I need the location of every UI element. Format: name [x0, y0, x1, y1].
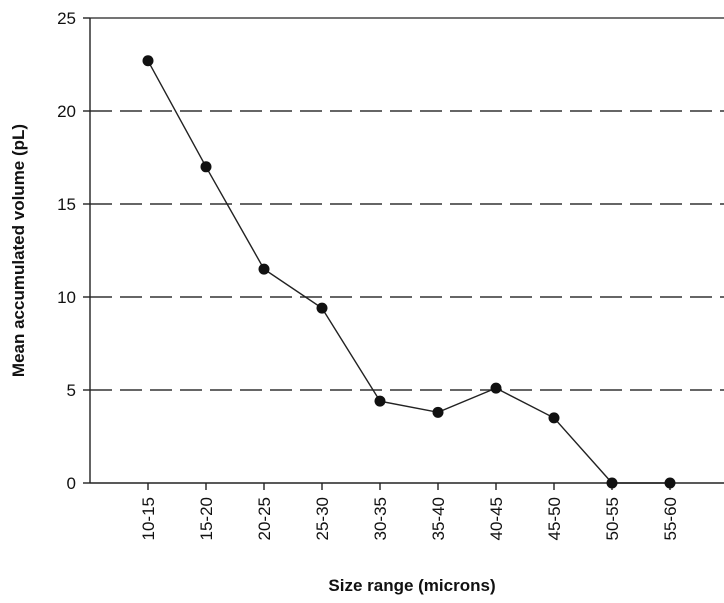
data-point-45-50 — [548, 412, 560, 424]
y-tick-label-5: 5 — [67, 381, 76, 400]
x-tick-label-15-20: 15-20 — [197, 497, 216, 540]
y-axis-title: Mean accumulated volume (pL) — [9, 124, 28, 377]
x-tick-label-50-55: 50-55 — [603, 497, 622, 540]
x-tick-label-20-25: 20-25 — [255, 497, 274, 540]
axes — [83, 17, 724, 490]
series-line-0 — [147, 60, 670, 484]
x-tick-label-35-40: 35-40 — [429, 497, 448, 540]
data-point-25-30 — [316, 302, 328, 314]
x-tick-labels: 10-15 15-20 20-25 25-30 30-35 35-40 40-45 45-50… — [139, 497, 680, 540]
y-tick-label-0: 0 — [67, 474, 76, 493]
grid-lines — [90, 110, 724, 391]
data-point-55-60 — [664, 477, 676, 489]
data-point-35-40 — [432, 406, 444, 418]
x-tick-label-10-15: 10-15 — [139, 497, 158, 540]
series — [142, 55, 676, 489]
data-point-50-55 — [606, 477, 618, 489]
x-tick-label-45-50: 45-50 — [545, 497, 564, 540]
data-point-20-25 — [258, 263, 270, 275]
y-tick-label-20: 20 — [57, 102, 76, 121]
y-tick-labels: 0 5 10 15 20 25 — [57, 9, 76, 493]
y-tick-label-25: 25 — [57, 9, 76, 28]
y-tick-label-15: 15 — [57, 195, 76, 214]
x-tick-label-55-60: 55-60 — [661, 497, 680, 540]
data-point-40-45 — [490, 382, 502, 394]
x-tick-label-40-45: 40-45 — [487, 497, 506, 540]
x-tick-label-25-30: 25-30 — [313, 497, 332, 540]
data-point-10-15 — [142, 55, 154, 67]
data-point-15-20 — [200, 161, 212, 173]
data-point-30-35 — [374, 395, 386, 407]
x-axis-title: Size range (microns) — [328, 576, 495, 595]
y-tick-label-10: 10 — [57, 288, 76, 307]
x-tick-label-30-35: 30-35 — [371, 497, 390, 540]
